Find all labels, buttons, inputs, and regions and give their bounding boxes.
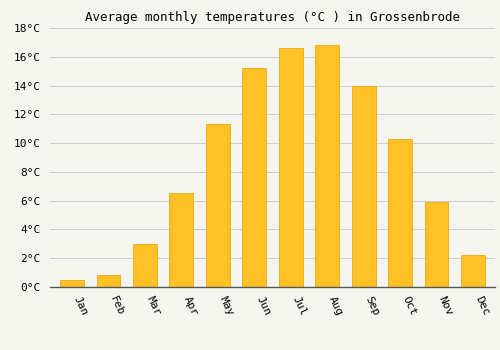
Bar: [279, 48, 302, 287]
Bar: [60, 280, 84, 287]
Bar: [316, 45, 339, 287]
Bar: [206, 124, 230, 287]
Title: Average monthly temperatures (°C ) in Grossenbrode: Average monthly temperatures (°C ) in Gr…: [85, 11, 460, 24]
Bar: [96, 275, 120, 287]
Bar: [352, 85, 376, 287]
Bar: [462, 256, 485, 287]
Bar: [170, 194, 193, 287]
Bar: [133, 244, 156, 287]
Bar: [242, 68, 266, 287]
Bar: [388, 139, 412, 287]
Bar: [425, 202, 448, 287]
